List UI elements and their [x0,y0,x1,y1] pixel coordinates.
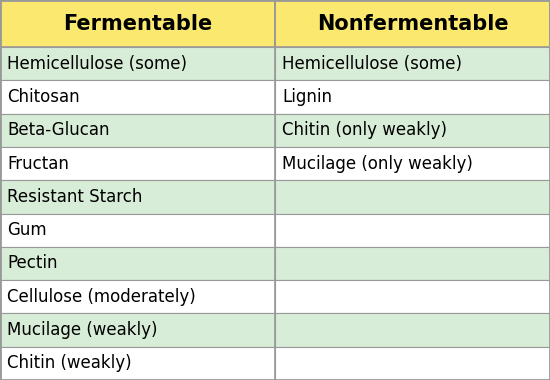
Bar [275,247,550,280]
Text: Chitin (weakly): Chitin (weakly) [7,354,131,372]
Bar [0,80,275,114]
Bar [275,347,550,380]
Text: Mucilage (weakly): Mucilage (weakly) [7,321,157,339]
Bar [0,347,275,380]
Text: Mucilage (only weakly): Mucilage (only weakly) [282,155,473,173]
Text: Fermentable: Fermentable [63,14,212,33]
Text: Hemicellulose (some): Hemicellulose (some) [282,55,462,73]
Bar [0,47,275,80]
Bar [275,314,550,347]
Bar [275,280,550,314]
Bar [275,114,550,147]
Bar [0,314,275,347]
Text: Nonfermentable: Nonfermentable [317,14,508,33]
Bar [0,0,275,47]
Bar [0,214,275,247]
Bar [275,180,550,214]
Bar [275,0,550,47]
Bar [275,47,550,80]
Bar [0,180,275,214]
Text: Resistant Starch: Resistant Starch [7,188,142,206]
Text: Pectin: Pectin [7,255,58,272]
Bar [275,214,550,247]
Bar [275,147,550,180]
Text: Cellulose (moderately): Cellulose (moderately) [7,288,196,306]
Text: Chitosan: Chitosan [7,88,80,106]
Bar [0,280,275,314]
Bar [0,114,275,147]
Text: Lignin: Lignin [282,88,332,106]
Text: Fructan: Fructan [7,155,69,173]
Text: Chitin (only weakly): Chitin (only weakly) [282,121,447,139]
Text: Beta-Glucan: Beta-Glucan [7,121,109,139]
Bar [0,147,275,180]
Bar [275,80,550,114]
Text: Gum: Gum [7,221,47,239]
Bar [0,247,275,280]
Text: Hemicellulose (some): Hemicellulose (some) [7,55,187,73]
